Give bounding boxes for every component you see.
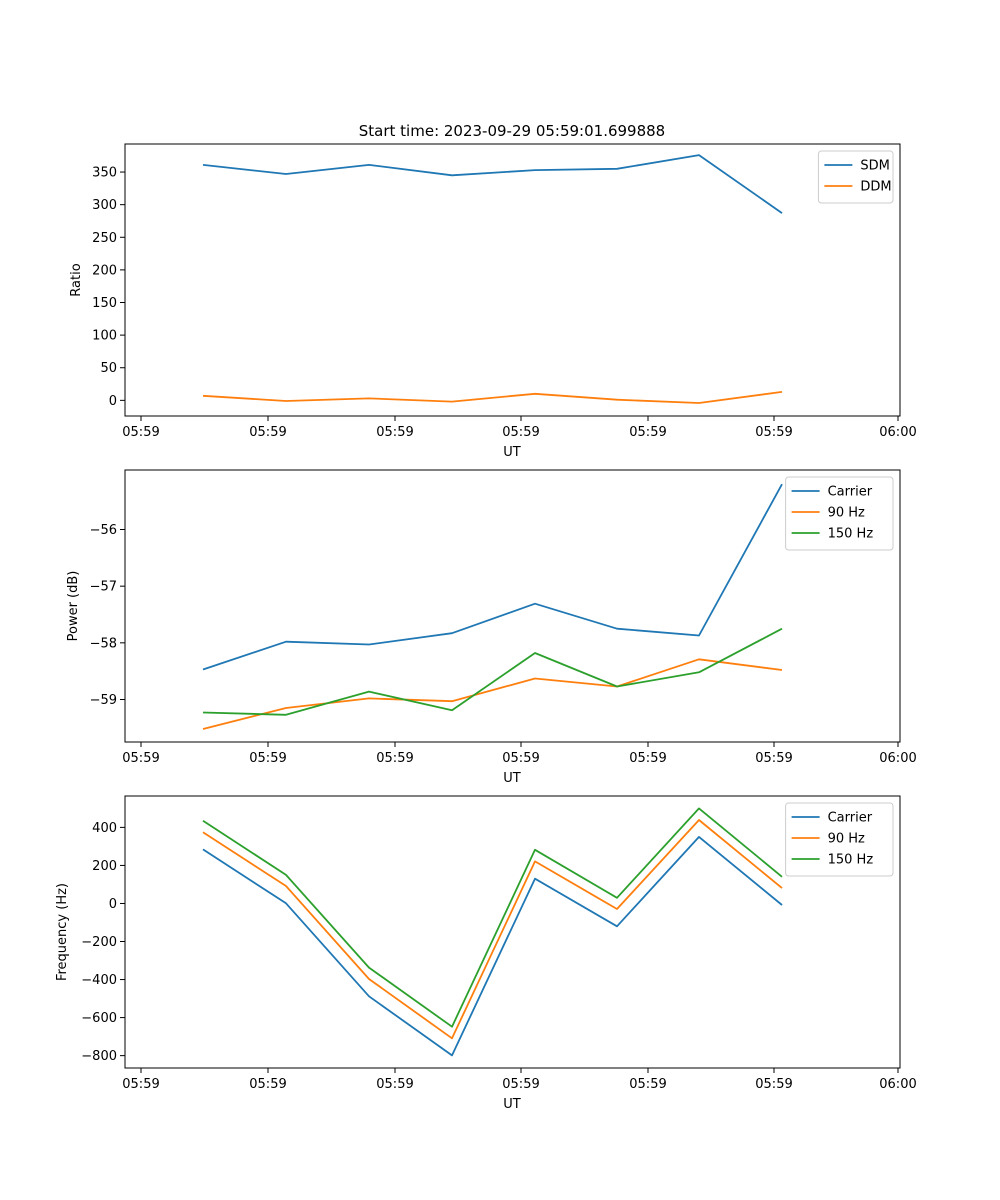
power-panel: UT Power (dB) −59 −58 −57 −56 05:59 05:59 05:5… (66, 469, 917, 786)
y-tick-label: 250 (92, 231, 117, 246)
legend-label: SDM (860, 159, 889, 174)
legend-label: 150 Hz (828, 853, 874, 868)
series-line-ddm (202, 391, 783, 404)
y-axis-label: Frequency (Hz) (55, 883, 70, 981)
x-tick-label: 06:00 (879, 1077, 916, 1092)
series-line-90-hz (202, 819, 783, 1040)
x-tick-label: 05:59 (755, 425, 792, 440)
x-tick-label: 05:59 (249, 1077, 286, 1092)
x-axis-label: UT (503, 445, 521, 460)
y-tick-label: −59 (90, 693, 117, 708)
y-tick-label: 100 (92, 329, 117, 344)
series-line-150-hz (202, 807, 783, 1028)
legend-label: Carrier (828, 485, 873, 500)
x-tick-label: 05:59 (249, 751, 286, 766)
x-tick-label: 05:59 (376, 751, 413, 766)
x-tick-label: 05:59 (502, 425, 539, 440)
axes-frame (124, 469, 901, 743)
y-tick-label: 0 (109, 897, 117, 912)
legend-label: 150 Hz (828, 527, 874, 542)
x-tick-label: 05:59 (755, 751, 792, 766)
x-tick-label: 06:00 (879, 425, 916, 440)
chart-title: Start time: 2023-09-29 05:59:01.699888 (359, 122, 665, 140)
x-tick-label: 05:59 (502, 1077, 539, 1092)
x-tick-label: 05:59 (122, 425, 159, 440)
y-tick-label: 300 (92, 198, 117, 213)
series-line-90-hz (202, 658, 783, 730)
x-tick-label: 05:59 (122, 1077, 159, 1092)
x-tick-label: 05:59 (122, 751, 159, 766)
x-tick-label: 05:59 (376, 425, 413, 440)
series-line-sdm (202, 154, 783, 214)
x-tick-label: 05:59 (629, 751, 666, 766)
ratio-panel: Start time: 2023-09-29 05:59:01.699888 U… (69, 122, 917, 460)
x-tick-label: 05:59 (629, 425, 666, 440)
legend-label: DDM (860, 180, 891, 195)
x-axis-label: UT (503, 771, 521, 786)
x-tick-label: 05:59 (376, 1077, 413, 1092)
y-tick-label: −57 (90, 580, 117, 595)
legend-box (785, 802, 894, 877)
y-axis-label: Ratio (69, 263, 84, 296)
legend-label: 90 Hz (828, 832, 865, 847)
axes-frame (124, 795, 901, 1069)
y-tick-label: 150 (92, 296, 117, 311)
y-tick-label: −58 (90, 636, 117, 651)
axes-frame (124, 143, 901, 417)
legend-box (785, 476, 894, 551)
y-tick-label: 400 (92, 821, 117, 836)
y-tick-label: 200 (92, 859, 117, 874)
legend-box (817, 150, 894, 204)
y-tick-label: −800 (81, 1049, 117, 1064)
y-axis-label: Power (dB) (66, 571, 81, 642)
series-line-carrier (202, 483, 783, 671)
x-tick-label: 05:59 (502, 751, 539, 766)
y-tick-label: 200 (92, 263, 117, 278)
frequency-panel: UT Frequency (Hz) −800 −600 −400 −200 0 200 40… (55, 795, 917, 1112)
x-tick-label: 05:59 (249, 425, 286, 440)
y-tick-label: −600 (81, 1011, 117, 1026)
series-line-150-hz (202, 627, 783, 716)
y-tick-label: −400 (81, 973, 117, 988)
y-tick-label: 0 (109, 394, 117, 409)
x-tick-label: 06:00 (879, 751, 916, 766)
y-tick-label: −56 (90, 523, 117, 538)
x-tick-label: 05:59 (629, 1077, 666, 1092)
y-tick-label: 50 (100, 361, 117, 376)
legend-label: 90 Hz (828, 506, 865, 521)
y-tick-label: 350 (92, 166, 117, 181)
series-line-carrier (202, 836, 783, 1057)
y-tick-label: −200 (81, 935, 117, 950)
x-tick-label: 05:59 (755, 1077, 792, 1092)
legend-label: Carrier (828, 811, 873, 826)
x-axis-label: UT (503, 1097, 521, 1112)
